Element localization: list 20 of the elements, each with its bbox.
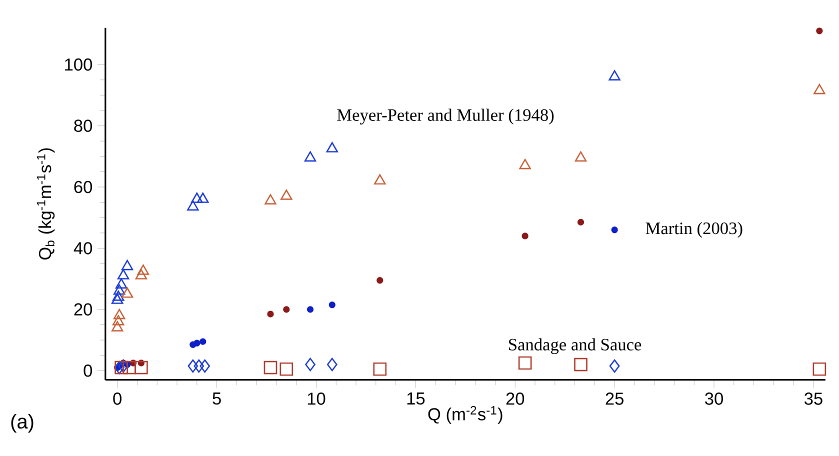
x-tick-label: 30 — [705, 392, 723, 405]
y-tick-label: 20 — [74, 303, 92, 316]
x-tick-label: 25 — [606, 392, 624, 405]
y-tick-label: 100 — [65, 58, 92, 71]
annotation: Meyer-Peter and Muller (1948) — [337, 108, 554, 124]
y-tick-label: 60 — [74, 180, 92, 194]
y-tick-label: 0 — [84, 364, 92, 377]
y-tick-label: 40 — [74, 242, 92, 254]
x-axis-title: Q (m$^{-2}$s$^{-1}$) — [428, 406, 502, 424]
text: (a) — [11, 414, 34, 433]
annotation: Sandage and Sauce — [509, 338, 642, 354]
text: Q$_{b}$ (kg$^{-1}$m$^{-1}$s$^{-1}$) — [36, 148, 55, 260]
y-tick-label: 80 — [74, 120, 92, 132]
x-tick-label: 15 — [407, 392, 425, 405]
x-tick-label: 20 — [506, 392, 524, 405]
x-tick-label: 5 — [212, 392, 221, 405]
x-tick-label: 0 — [113, 392, 122, 405]
x-tick-label: 10 — [308, 392, 326, 405]
x-tick-label: 35 — [804, 392, 822, 405]
annotation: Martin (2003) — [646, 222, 742, 238]
